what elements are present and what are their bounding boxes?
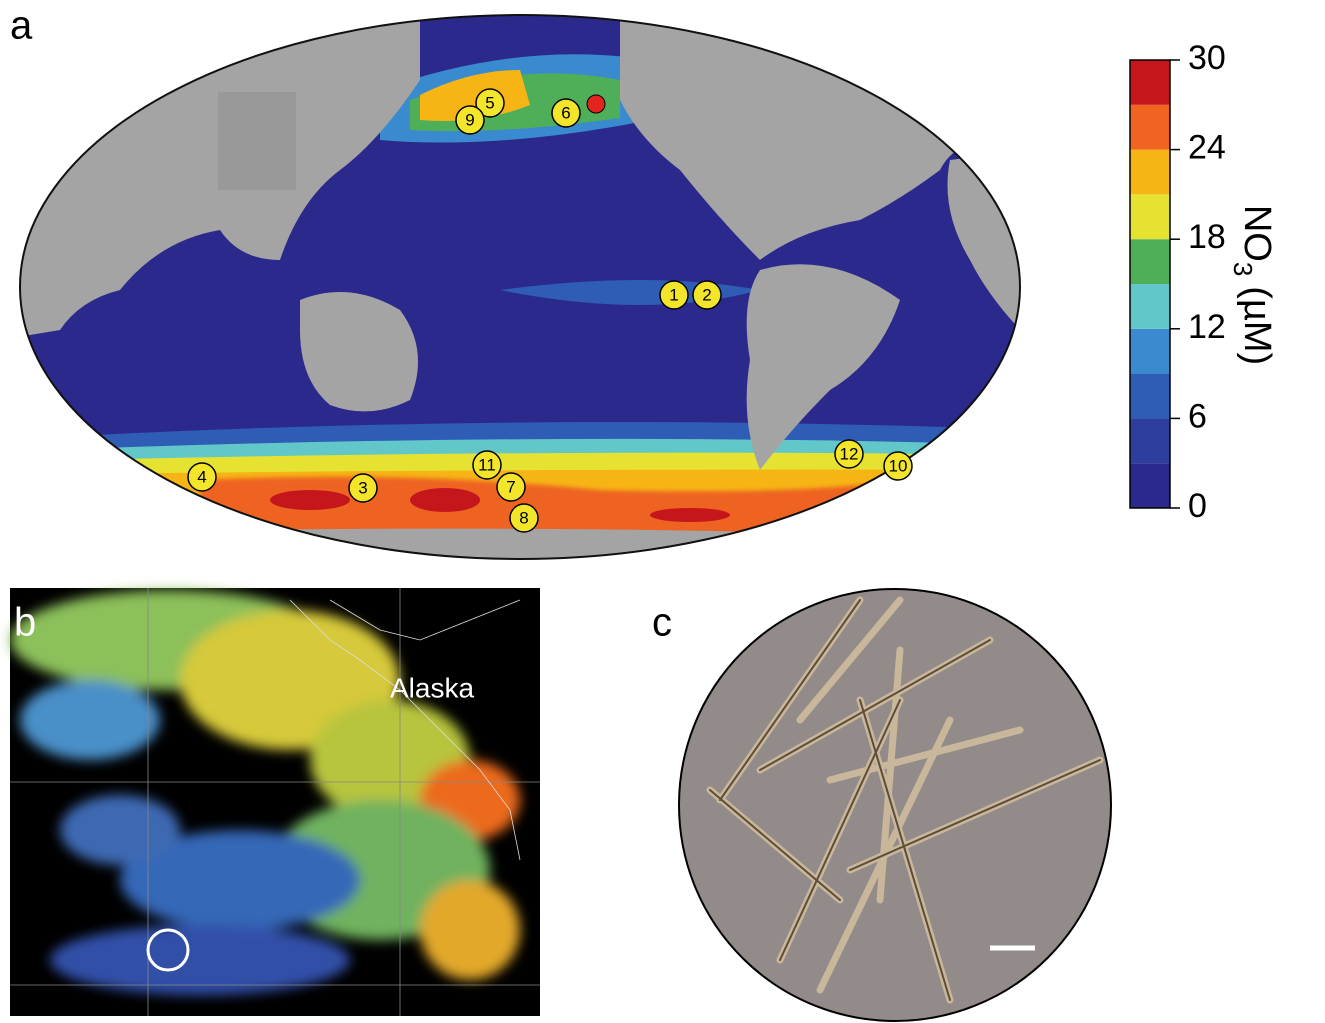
colorbar-band [1130, 239, 1170, 284]
colorbar-tick-label: 24 [1188, 129, 1226, 167]
colorbar-label: NO3 (µM) [1228, 205, 1278, 365]
panel-label: b [14, 601, 36, 645]
site-label: 2 [702, 285, 711, 304]
colorbar: 0 6 12 18 24 30 [1130, 39, 1226, 525]
colorbar-tick-label: 30 [1188, 39, 1226, 77]
site-label: 5 [485, 93, 494, 112]
colorbar-tick-label: 0 [1188, 487, 1207, 525]
colorbar-band [1130, 105, 1170, 150]
colorbar-band [1130, 374, 1170, 419]
panel-label: a [10, 4, 33, 48]
figure-canvas: a 123456789101112 0612182430 [0, 0, 1325, 1023]
site-label: 12 [840, 444, 859, 463]
colorbar-tick-label: 18 [1188, 218, 1226, 256]
site-marker [587, 95, 605, 113]
site-label: 11 [478, 455, 496, 474]
colorbar-band [1130, 60, 1170, 105]
colorbar-label-sub: 3 [1228, 262, 1258, 276]
site-label: 9 [465, 110, 474, 129]
figure: a 123456789101112 0612182430 [0, 0, 1325, 1023]
colorbar-label-unit: (µM) [1236, 286, 1278, 365]
colorbar-band [1130, 463, 1170, 508]
place-label: Alaska [390, 672, 474, 703]
site-label: 1 [669, 285, 678, 304]
colorbar-tick-label: 12 [1188, 308, 1226, 346]
site-label: 8 [519, 508, 528, 527]
satellite-image [10, 588, 540, 1016]
site-label: 10 [889, 456, 908, 475]
colorbar-band [1130, 194, 1170, 239]
site-label: 4 [197, 467, 206, 486]
panel-label: c [652, 601, 672, 645]
micrograph [670, 580, 1120, 1023]
colorbar-label-main: NO [1236, 205, 1278, 262]
colorbar-tick-label: 6 [1188, 397, 1207, 435]
colorbar-band [1130, 418, 1170, 463]
site-label: 6 [561, 103, 570, 122]
colorbar-band [1130, 284, 1170, 329]
colorbar-band [1130, 150, 1170, 195]
site-label: 7 [506, 477, 515, 496]
colorbar-band [1130, 329, 1170, 374]
site-label: 3 [358, 478, 367, 497]
